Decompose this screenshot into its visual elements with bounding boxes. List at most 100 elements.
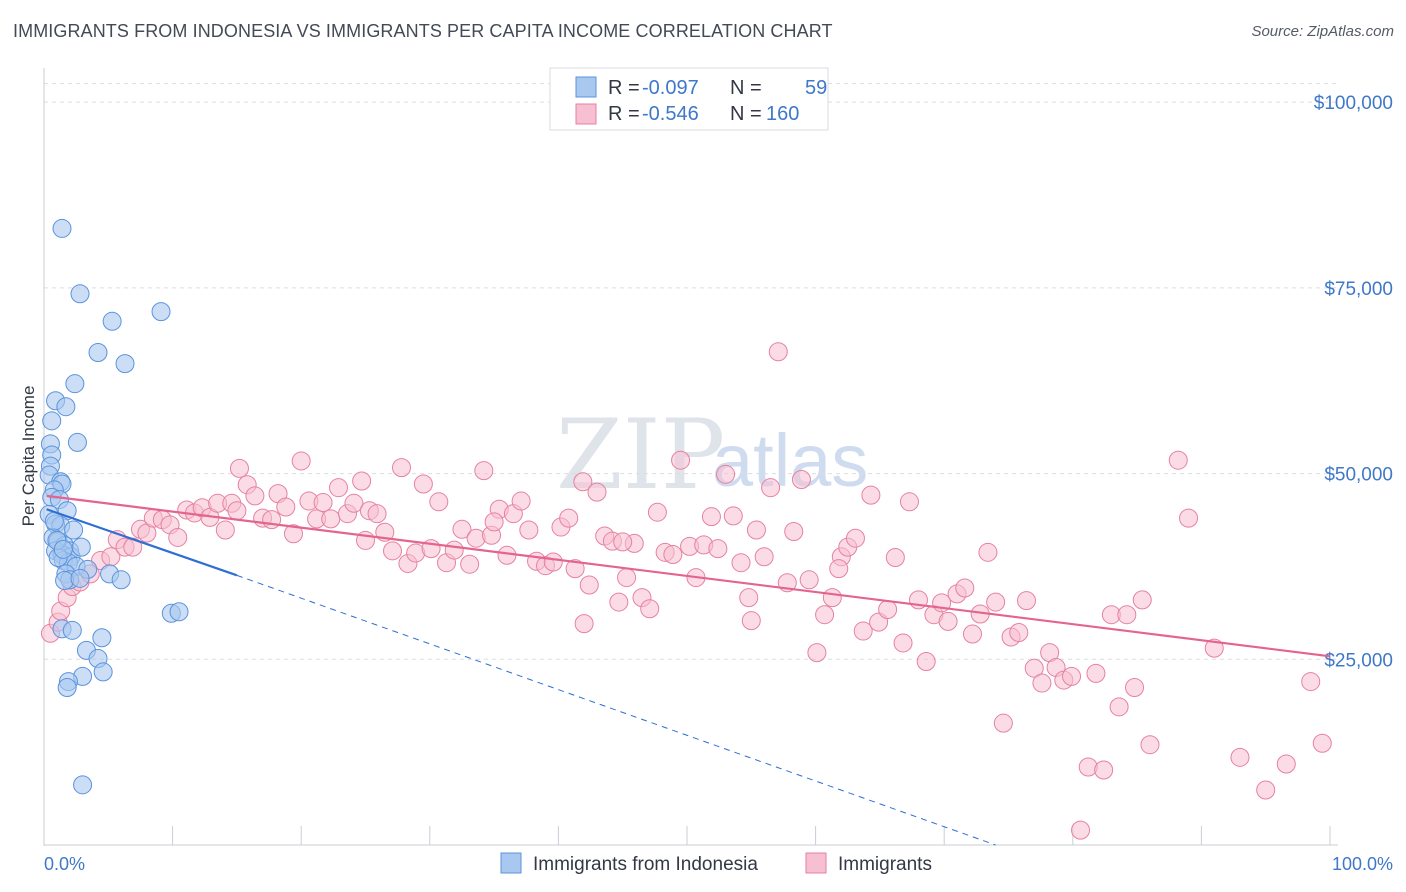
immigrants-point (671, 450, 691, 470)
immigrants-point (739, 588, 759, 608)
immigrants-point (663, 545, 683, 565)
legend-r-label-pink: R = (608, 103, 640, 125)
indonesia-point (42, 411, 62, 431)
immigrants-point (861, 485, 881, 505)
immigrants-point (229, 458, 249, 478)
immigrants-point (559, 508, 579, 528)
immigrants-point (799, 570, 819, 590)
bottom-legend-swatch-blue (500, 852, 522, 874)
immigrants-point (640, 599, 660, 619)
immigrants-point (215, 520, 235, 540)
immigrants-point (617, 568, 637, 588)
immigrants-point (328, 478, 348, 498)
indonesia-point (151, 302, 171, 322)
immigrants-point (916, 652, 936, 672)
watermark-zip: ZIP (556, 399, 725, 511)
immigrants-point (291, 451, 311, 471)
immigrants-point (815, 605, 835, 625)
x-axis-ticks (43, 826, 1331, 845)
immigrants-point (460, 554, 480, 574)
y-tick-label-50000: $50,000 (1324, 465, 1393, 486)
indonesia-point (53, 539, 73, 559)
immigrants-point (741, 611, 761, 631)
legend-n-label-pink: N = (730, 103, 762, 125)
immigrants-point (565, 559, 585, 579)
immigrants-point (1071, 820, 1091, 840)
indonesia-point (92, 628, 112, 648)
legend-swatch-pink (575, 103, 597, 125)
x-tick-label-min: 0.0% (44, 854, 85, 874)
immigrants-point (647, 502, 667, 522)
indonesia-point (73, 775, 93, 795)
trend-line-indonesia (46, 508, 238, 577)
immigrants-point (986, 592, 1006, 612)
immigrants-point (807, 643, 827, 663)
immigrants-point (1230, 747, 1250, 767)
immigrants-point (519, 520, 539, 540)
indonesia-point (70, 284, 90, 304)
immigrants-point (893, 633, 913, 653)
immigrants-point (573, 472, 593, 492)
immigrants-point (731, 553, 751, 573)
immigrants-point (392, 458, 412, 478)
immigrants-point (613, 532, 633, 552)
immigrants-point (746, 520, 766, 540)
immigrants-point (1078, 757, 1098, 777)
immigrants-point (227, 501, 247, 521)
immigrants-point (344, 493, 364, 513)
immigrants-point (1168, 450, 1188, 470)
y-tick-label-100000: $100,000 (1314, 93, 1393, 114)
immigrants-point (413, 474, 433, 494)
indonesia-point (67, 432, 87, 452)
immigrants-point (168, 527, 188, 547)
immigrants-point (708, 539, 728, 559)
immigrants-point (822, 588, 842, 608)
indonesia-point (56, 397, 76, 417)
immigrants-point (1117, 605, 1137, 625)
bottom-legend-label-indonesia: Immigrants from Indonesia (533, 854, 758, 875)
trend-lines (46, 494, 1331, 846)
immigrants-point (768, 342, 788, 362)
immigrants-point (1204, 638, 1224, 658)
y-axis-tick-labels: $25,000 $50,000 $75,000 $100,000 (1314, 93, 1393, 671)
immigrants-point (1024, 658, 1044, 678)
immigrants-point (1086, 663, 1106, 683)
immigrants-point (1062, 666, 1082, 686)
legend-n-value-blue: 59 (805, 77, 827, 99)
immigrants-point (1140, 735, 1160, 755)
immigrants-point (938, 611, 958, 631)
indonesia-point (65, 374, 85, 394)
indonesia-point (52, 218, 72, 238)
trend-line-indonesia-extension (236, 574, 996, 846)
indonesia-point (71, 537, 91, 557)
immigrants-point (716, 464, 736, 484)
immigrants-point (321, 509, 341, 529)
correlation-legend: R = -0.097 N = 59 R = -0.546 N = 160 (549, 67, 829, 131)
immigrants-point (885, 548, 905, 568)
immigrants-point (761, 478, 781, 498)
immigrants-point (484, 512, 504, 532)
immigrants-point (1301, 672, 1321, 692)
immigrants-point (466, 528, 486, 548)
immigrants-point (1094, 760, 1114, 780)
bottom-legend-label-immigrants: Immigrants (838, 854, 932, 875)
immigrants-point (962, 624, 982, 644)
indonesia-point (70, 568, 90, 588)
chart-title: IMMIGRANTS FROM INDONESIA VS IMMIGRANTS … (13, 21, 833, 41)
indonesia-point (64, 520, 84, 540)
immigrants-point (383, 541, 403, 561)
immigrants-point (609, 592, 629, 612)
series-legend: Immigrants from Indonesia Immigrants (500, 852, 932, 875)
y-tick-label-75000: $75,000 (1324, 279, 1393, 300)
immigrants-point (723, 506, 743, 526)
indonesia-point (88, 342, 108, 362)
series-indonesia-points (39, 218, 189, 795)
immigrants-point (853, 621, 873, 641)
legend-r-label-blue: R = (608, 77, 640, 99)
immigrants-point (955, 578, 975, 598)
immigrants-point (791, 470, 811, 490)
immigrants-point (878, 600, 898, 620)
y-tick-label-25000: $25,000 (1324, 650, 1393, 671)
series-immigrants-points (40, 342, 1332, 840)
source-label: Source: ZipAtlas.com (1251, 23, 1394, 40)
